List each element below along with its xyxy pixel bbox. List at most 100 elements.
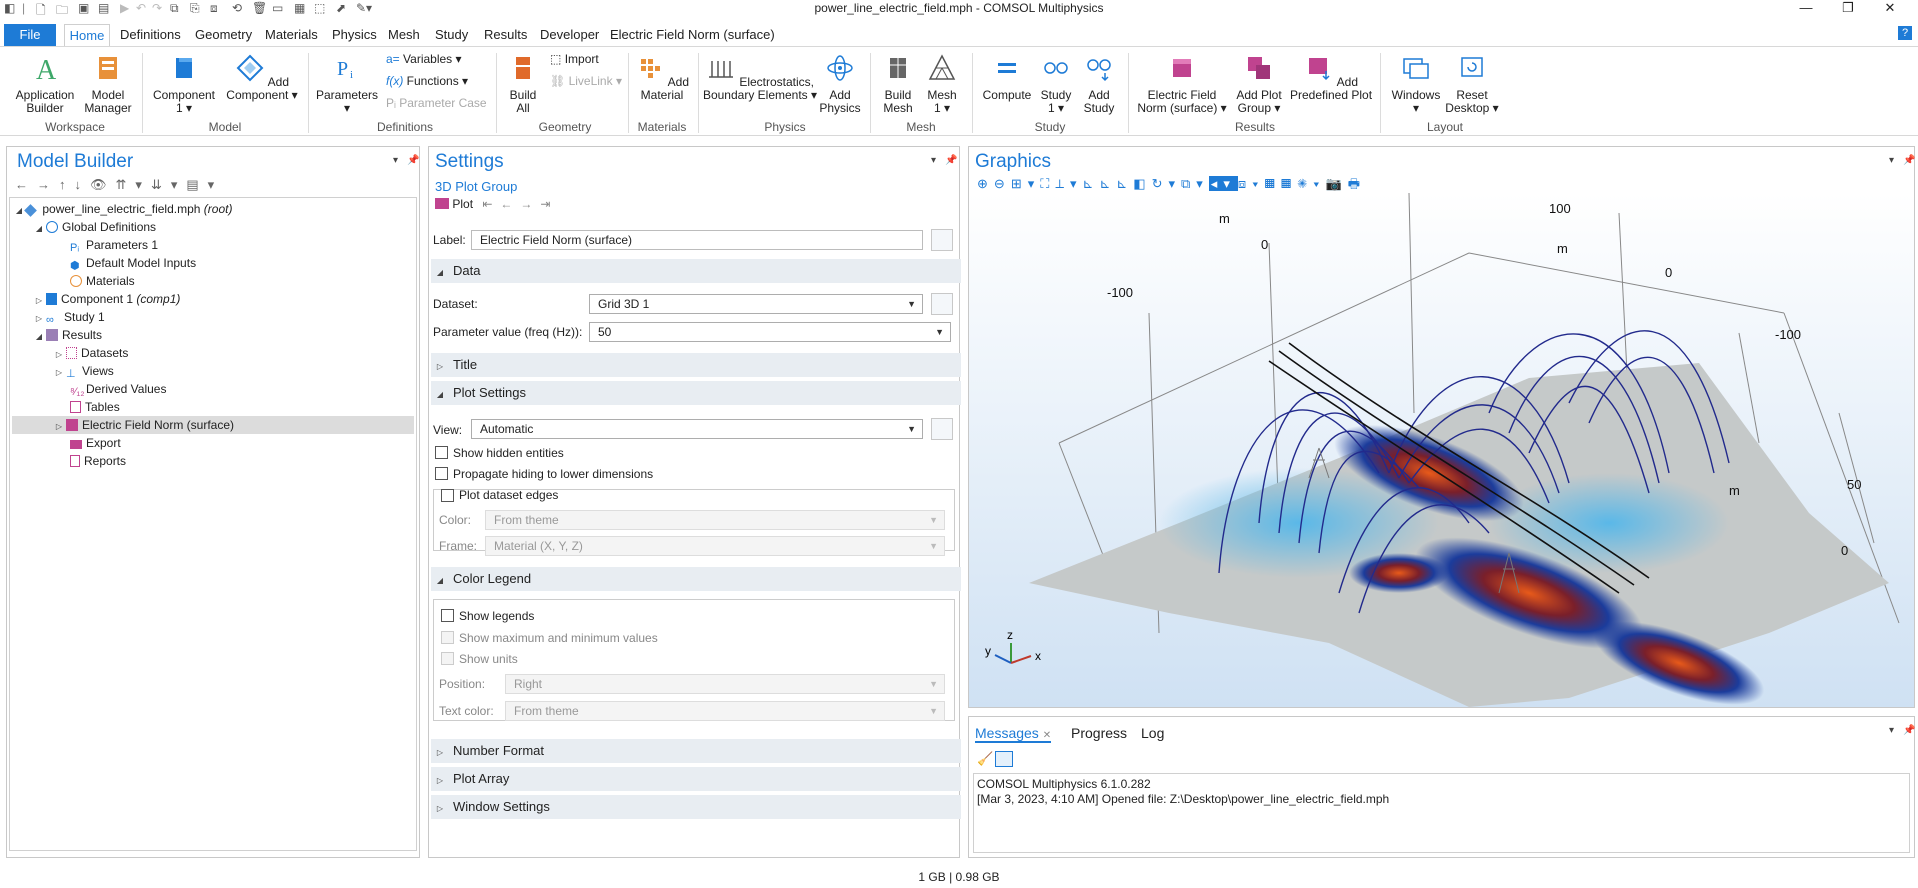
show-icon[interactable]: 👁 xyxy=(90,177,116,192)
panel-menu-icon[interactable]: ▾ xyxy=(1889,725,1895,736)
show-legends-checkbox[interactable] xyxy=(441,609,454,622)
tab-log[interactable]: Log xyxy=(1141,725,1165,741)
save-as-icon[interactable]: ▤ xyxy=(98,1,110,15)
table-icon[interactable]: ▦ xyxy=(294,1,306,15)
tab-physics[interactable]: Physics xyxy=(332,27,377,42)
section-number-format[interactable]: ▷ Number Format xyxy=(431,739,961,763)
graphics-canvas[interactable]: m m m 100 0 -100 0 -100 50 0 z x y xyxy=(969,193,1914,707)
tree-derived-values[interactable]: ⁸⁄₁₂ Derived Values xyxy=(68,380,166,398)
move-down-icon[interactable]: ↓ xyxy=(74,177,90,192)
print-icon[interactable]: 🖶 xyxy=(1347,176,1366,191)
pin-icon[interactable]: 📌 xyxy=(1903,725,1916,736)
tree-root[interactable]: ◢ power_line_electric_field.mph (root) xyxy=(14,200,414,218)
tree-datasets[interactable]: ▷ Datasets xyxy=(54,344,128,362)
param-select[interactable]: 50 ▼ xyxy=(589,322,951,342)
view-icon[interactable]: ▤▾ xyxy=(186,177,224,192)
section-title[interactable]: ▷ Title xyxy=(431,353,961,377)
back-icon[interactable]: ← xyxy=(15,177,37,192)
tab-materials[interactable]: Materials xyxy=(265,27,318,42)
section-window-settings[interactable]: ▷ Window Settings xyxy=(431,795,961,819)
pin-icon[interactable]: 📌 xyxy=(1903,155,1916,166)
copy-icon[interactable]: ⧉ xyxy=(170,1,179,15)
add-component-button[interactable]: Add Component ▾ xyxy=(222,53,302,102)
section-plot-array[interactable]: ▷ Plot Array xyxy=(431,767,961,791)
plot-button[interactable]: Plot ⇤←→⇥ xyxy=(435,197,558,211)
tree-export[interactable]: Export xyxy=(68,434,121,452)
tree-parameters[interactable]: Pᵢ Parameters 1 xyxy=(68,236,158,254)
build-all-button[interactable]: Build All xyxy=(500,53,546,115)
tab-home[interactable]: Home xyxy=(64,24,110,46)
tab-messages[interactable]: Messages ✕ xyxy=(975,725,1052,743)
electrostatics-button[interactable]: Electrostatics, Boundary Elements ▾ xyxy=(700,53,820,102)
add-plot-group-button[interactable]: Add Plot Group ▾ xyxy=(1230,53,1288,115)
minimize-icon[interactable]: — xyxy=(1799,0,1813,15)
plot-edges-checkbox[interactable] xyxy=(441,489,454,502)
pin-icon[interactable]: 📌 xyxy=(407,155,420,166)
add-predefined-plot-button[interactable]: Add Predefined Plot xyxy=(1288,53,1374,102)
parameter-case-button[interactable]: Pᵢ Parameter Case xyxy=(386,96,487,110)
zoom-out-icon[interactable]: ⊖ xyxy=(993,176,1011,191)
sync-icon[interactable]: ⟲ xyxy=(232,1,243,15)
tab-geometry[interactable]: Geometry xyxy=(195,27,253,42)
close-icon[interactable]: ✕ xyxy=(1884,0,1896,15)
zoom-box-icon[interactable]: ⊞▾ xyxy=(1010,176,1041,191)
electric-field-norm-button[interactable]: Electric Field Norm (surface) ▾ xyxy=(1134,53,1230,115)
position-select[interactable]: Right ▼ xyxy=(505,674,945,694)
clear-messages-icon[interactable]: 🧹 xyxy=(977,751,994,766)
add-physics-button[interactable]: Add Physics xyxy=(818,53,862,115)
tree-reports[interactable]: Reports xyxy=(68,452,126,470)
rotate-icon[interactable]: ↻▾ xyxy=(1151,176,1181,191)
plot-nav-icons[interactable]: ⇤←→⇥ xyxy=(482,197,559,211)
go-to-view-icon[interactable]: ◧ xyxy=(1133,176,1152,191)
expand-icon[interactable]: ⇊▾ xyxy=(150,177,187,192)
move-up-icon[interactable]: ↑ xyxy=(59,177,75,192)
dataset-select[interactable]: Grid 3D 1 ▼ xyxy=(589,294,923,314)
undo-icon[interactable]: ↶ xyxy=(136,1,147,15)
tab-developer[interactable]: Developer xyxy=(540,27,600,42)
import-button[interactable]: ⬚ Import xyxy=(550,52,599,66)
frame-select[interactable]: Material (X, Y, Z) ▼ xyxy=(485,536,945,556)
lighting-icon[interactable]: ✺▾ xyxy=(1297,176,1326,191)
expand-toggle[interactable]: ◢ xyxy=(15,206,23,215)
view-yz-icon[interactable]: ⊾ xyxy=(1099,176,1117,191)
panel-menu-icon[interactable]: ▾ xyxy=(931,155,937,166)
expand-toggle[interactable]: ▷ xyxy=(35,314,43,323)
open-file-icon[interactable]: 🗀 xyxy=(56,3,69,17)
application-builder-button[interactable]: A Application Builder xyxy=(10,53,80,115)
tree-component[interactable]: ▷ Component 1 (comp1) xyxy=(34,290,180,308)
show-units-checkbox[interactable] xyxy=(441,652,454,665)
view-xz-icon[interactable]: ⊾ xyxy=(1116,176,1134,191)
functions-button[interactable]: f(x) Functions ▾ xyxy=(386,74,468,88)
compute-button[interactable]: Compute xyxy=(978,53,1036,102)
paste-icon[interactable]: ⎘ xyxy=(190,1,200,15)
edit-icon[interactable]: ✎▾ xyxy=(356,1,373,15)
clear-icon[interactable]: ▭ xyxy=(272,1,284,15)
mesh-button[interactable]: Mesh 1 ▾ xyxy=(920,53,964,115)
tab-definitions[interactable]: Definitions xyxy=(120,27,181,42)
view-goto-icon[interactable] xyxy=(931,418,953,440)
grid-icon[interactable]: ▦ xyxy=(1264,176,1281,191)
tree-study[interactable]: ▷ ∞ Study 1 xyxy=(34,308,105,326)
expand-toggle[interactable]: ▷ xyxy=(55,422,63,431)
panel-menu-icon[interactable]: ▾ xyxy=(1889,155,1895,166)
view-xy-icon[interactable]: ⊾ xyxy=(1082,176,1100,191)
textcolor-select[interactable]: From theme ▼ xyxy=(505,701,945,721)
camera-icon[interactable]: 📷 xyxy=(1325,176,1348,191)
section-color-legend[interactable]: ◢ Color Legend xyxy=(431,567,961,591)
restore-icon[interactable]: ❐ xyxy=(1842,0,1854,15)
view-select[interactable]: Automatic ▼ xyxy=(471,419,923,439)
tree-results[interactable]: ◢ Results xyxy=(34,326,102,344)
tab-mesh[interactable]: Mesh xyxy=(388,27,420,42)
color-select[interactable]: From theme ▼ xyxy=(485,510,945,530)
delete-icon[interactable]: 🗑 xyxy=(252,1,268,15)
view-axis-icon[interactable]: ⟂▾ xyxy=(1055,176,1083,191)
tree-default-inputs[interactable]: ⬢ Default Model Inputs xyxy=(68,254,196,272)
save-icon[interactable]: ▣ xyxy=(78,1,90,15)
collapse-icon[interactable]: ⇈▾ xyxy=(115,177,151,192)
tree-views[interactable]: ▷ ⊥ Views xyxy=(54,362,114,380)
windows-button[interactable]: Windows ▾ xyxy=(1388,53,1444,115)
study-button[interactable]: Study 1 ▾ xyxy=(1036,53,1076,115)
duplicate-icon[interactable]: ⧈ xyxy=(210,1,218,15)
new-file-icon[interactable]: 🗋 xyxy=(36,3,46,17)
propagate-checkbox[interactable] xyxy=(435,467,448,480)
